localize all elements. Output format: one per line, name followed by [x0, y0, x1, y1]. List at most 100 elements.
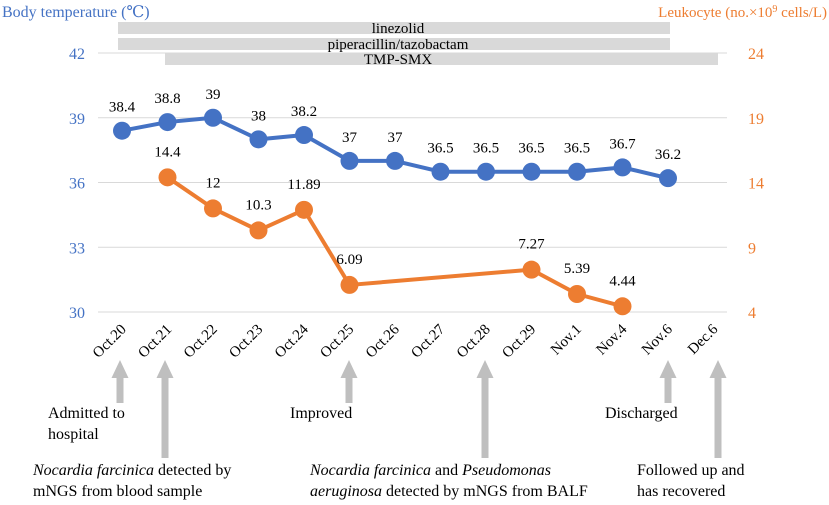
event-blood-line2-part: mNGS from blood sample — [33, 483, 202, 500]
temperature-point — [568, 162, 586, 181]
leukocyte-data-label: 4.44 — [609, 273, 636, 289]
event-followup-line1-part: Followed up and — [637, 462, 745, 479]
event-balf-line2: aeruginosa detected by mNGS from BALF — [310, 483, 588, 500]
right-tick-label: 9 — [748, 240, 756, 257]
leukocyte-point — [295, 200, 313, 219]
right-tick-label: 19 — [748, 111, 764, 128]
treatment-bar — [165, 53, 718, 65]
treatment-bar — [118, 22, 670, 34]
x-tick-label: Oct.25 — [317, 322, 357, 362]
treatment-label: linezolid — [372, 21, 425, 37]
leukocyte-point — [340, 275, 359, 294]
leukocyte-point — [158, 168, 177, 187]
event-blood-line1-part: detected by — [154, 462, 231, 479]
leukocyte-point — [249, 221, 268, 240]
x-tick-label: Oct.22 — [181, 322, 221, 362]
right-tick-label: 24 — [748, 46, 764, 63]
leukocyte-point — [204, 199, 222, 218]
left-tick-label: 39 — [69, 111, 85, 128]
event-followup-line1: Followed up and — [637, 462, 745, 479]
temperature-point — [249, 130, 268, 149]
x-tick-label: Nov.4 — [593, 321, 630, 358]
temperature-point — [295, 126, 313, 145]
temperature-data-label: 38 — [251, 108, 266, 124]
left-tick-label: 42 — [69, 46, 85, 63]
event-balf-line1-part: and — [431, 462, 462, 479]
event-balf-line2-part: aeruginosa — [310, 483, 382, 500]
leukocyte-point — [568, 284, 586, 303]
event-admitted-line1-part: Admitted to — [48, 405, 125, 422]
event-followup-line2: has recovered — [637, 483, 725, 500]
left-tick-label: 33 — [69, 240, 85, 257]
x-tick-label: Nov.1 — [548, 322, 585, 359]
event-admitted-line2-part: hospital — [48, 426, 99, 443]
leukocyte-data-label: 6.09 — [336, 252, 362, 268]
left-tick-label: 36 — [69, 176, 85, 193]
left-axis-title: Body temperature (℃) — [2, 4, 150, 21]
temperature-data-label: 38.4 — [109, 100, 136, 116]
leukocyte-point — [522, 260, 541, 279]
x-tick-label: Oct.29 — [499, 322, 539, 362]
temperature-point — [613, 158, 632, 177]
temperature-data-label: 38.8 — [154, 91, 180, 107]
event-improved-part: Improved — [290, 405, 352, 422]
temperature-data-label: 37 — [342, 130, 358, 146]
event-arrow — [156, 360, 174, 458]
right-axis-title: Leukocyte (no.×109 cells/L) — [658, 4, 827, 22]
temperature-data-label: 36.7 — [609, 136, 636, 152]
temperature-data-label: 38.2 — [291, 104, 317, 120]
leukocyte-data-label: 10.3 — [245, 197, 271, 213]
event-admitted-line1: Admitted to — [48, 405, 125, 422]
right-axis-title-superscript: 9 — [772, 4, 777, 15]
left-tick-label: 30 — [69, 305, 85, 322]
event-arrow — [709, 360, 727, 458]
treatment-bar — [118, 38, 670, 50]
x-tick-label: Nov.6 — [639, 321, 676, 358]
leukocyte-data-label: 12 — [206, 175, 221, 191]
event-arrow — [340, 360, 358, 403]
event-balf-line2-part: detected by mNGS from BALF — [382, 483, 588, 500]
right-axis-title-tail: cells/L) — [777, 5, 827, 21]
event-blood-line1: Nocardia farcinica detected by — [32, 462, 231, 479]
x-tick-label: Oct.24 — [272, 321, 312, 361]
temperature-data-label: 36.5 — [564, 141, 590, 157]
event-blood-line1-part: Nocardia farcinica — [32, 462, 154, 479]
event-arrow — [476, 360, 494, 458]
event-arrow — [659, 360, 677, 403]
temperature-point — [522, 162, 541, 181]
temperature-data-label: 36.5 — [473, 141, 499, 157]
leukocyte-data-label: 7.27 — [518, 237, 545, 253]
right-tick-label: 14 — [748, 176, 764, 193]
x-tick-label: Oct.21 — [135, 322, 175, 362]
event-balf-line1-part: Pseudomonas — [461, 462, 551, 479]
event-balf-line1: Nocardia farcinica and Pseudomonas — [309, 462, 551, 479]
temperature-point — [659, 169, 677, 188]
x-tick-label: Dec.6 — [685, 321, 722, 358]
temperature-point — [340, 151, 359, 170]
temperature-data-label: 36.5 — [427, 141, 453, 157]
leukocyte-point — [613, 297, 632, 316]
temperature-data-label: 39 — [206, 87, 221, 103]
x-tick-label: Oct.23 — [226, 322, 266, 362]
leukocyte-line — [166, 175, 624, 309]
temperature-data-label: 36.5 — [518, 141, 544, 157]
temperature-data-label: 36.2 — [655, 147, 681, 163]
temperature-point — [477, 162, 495, 181]
event-improved: Improved — [290, 405, 352, 422]
event-discharged: Discharged — [605, 405, 678, 422]
leukocyte-data-label: 5.39 — [564, 261, 590, 277]
x-tick-label: Oct.26 — [363, 321, 403, 361]
right-tick-label: 4 — [748, 305, 756, 322]
event-arrow — [111, 360, 129, 403]
event-followup-line2-part: has recovered — [637, 483, 725, 500]
event-blood-line2: mNGS from blood sample — [33, 483, 202, 500]
treatment-label: piperacillin/tazobactam — [328, 37, 469, 53]
temperature-point — [386, 151, 404, 170]
right-axis-title-main: Leukocyte (no.×10 — [658, 5, 772, 21]
temperature-point — [204, 108, 222, 127]
temperature-point — [158, 113, 177, 132]
event-balf-line1-part: Nocardia farcinica — [309, 462, 431, 479]
x-tick-label: Oct.28 — [454, 322, 494, 362]
temperature-point — [113, 121, 131, 140]
